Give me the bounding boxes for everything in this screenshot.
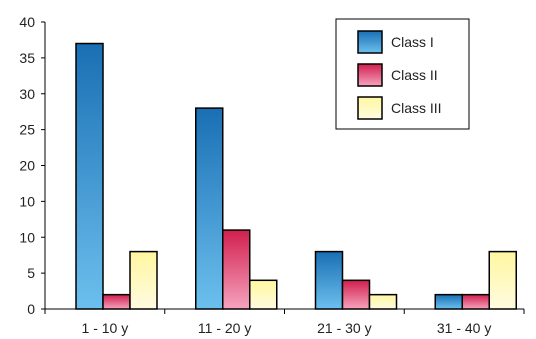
y-tick-label: 40 xyxy=(19,14,35,30)
x-tick-label: 11 - 20 y xyxy=(198,320,251,336)
bars-group xyxy=(75,42,517,310)
y-tick-label: 25 xyxy=(19,122,35,138)
x-tick-label: 1 - 10 y xyxy=(82,320,129,336)
axes-group: 0 5 10 10 20 25 30 35 40 1 - 10 y 11 - 20 y 21 - 30… xyxy=(19,14,525,336)
legend-swatch-class-i xyxy=(357,30,383,54)
bar-class-ii-2 xyxy=(222,229,251,310)
legend-label-class-ii: Class II xyxy=(391,67,438,83)
x-tick-label: 21 - 30 y xyxy=(317,320,371,336)
y-tick-label: 30 xyxy=(19,86,35,102)
bar-class-i-4 xyxy=(434,293,463,310)
bar-class-i-1 xyxy=(75,42,104,310)
legend-swatch-class-iii xyxy=(357,96,383,120)
bar-class-iii-4 xyxy=(488,250,517,310)
legend-swatch-class-ii xyxy=(357,63,383,87)
bar-class-iii-2 xyxy=(249,279,278,310)
bar-class-ii-1 xyxy=(102,293,131,310)
legend: Class I Class II Class III xyxy=(335,18,470,130)
bar-class-ii-3 xyxy=(341,279,371,310)
legend-label-class-iii: Class III xyxy=(391,100,442,116)
y-tick-label: 10 xyxy=(19,193,35,209)
y-tick-label: 10 xyxy=(19,229,35,245)
y-tick-label: 35 xyxy=(19,50,35,66)
bar-class-iii-3 xyxy=(368,293,398,310)
bar-class-ii-4 xyxy=(461,293,490,310)
bar-class-i-3 xyxy=(314,250,344,310)
legend-label-class-i: Class I xyxy=(391,34,434,50)
bar-class-i-2 xyxy=(195,107,224,310)
x-tick-label: 31 - 40 y xyxy=(437,320,491,336)
bar-class-iii-1 xyxy=(129,250,158,310)
y-tick-label: 0 xyxy=(27,301,35,317)
y-tick-label: 5 xyxy=(27,265,35,281)
y-tick-label: 20 xyxy=(19,158,35,174)
